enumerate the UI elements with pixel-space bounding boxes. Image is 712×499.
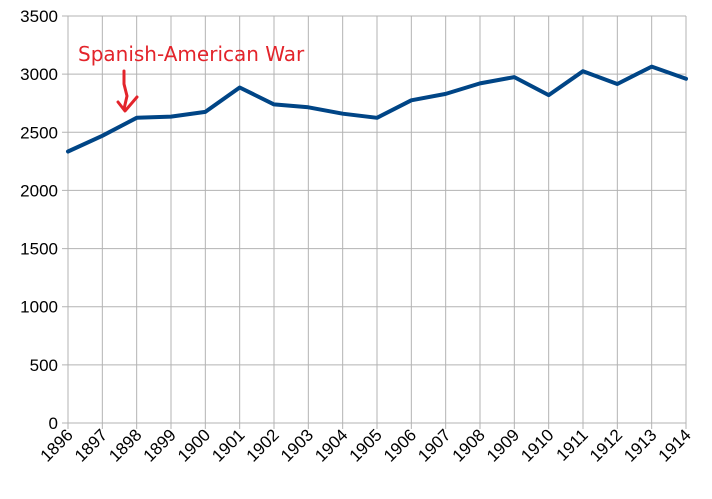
x-tick-label: 1908 bbox=[449, 425, 489, 465]
grid-lines bbox=[62, 15, 687, 429]
data-point bbox=[136, 117, 138, 119]
annotation: Spanish-American War bbox=[78, 42, 305, 113]
data-point bbox=[513, 76, 515, 78]
data-point bbox=[273, 103, 275, 105]
data-point bbox=[170, 116, 172, 118]
data-point bbox=[67, 150, 69, 152]
data-point bbox=[204, 111, 206, 113]
y-tick-label: 3500 bbox=[20, 7, 58, 26]
data-point bbox=[307, 106, 309, 108]
x-tick-label: 1900 bbox=[174, 425, 214, 465]
data-point bbox=[548, 94, 550, 96]
data-point bbox=[376, 117, 378, 119]
x-tick-labels: 1896189718981899190019011902190319041905… bbox=[37, 425, 695, 465]
axes bbox=[67, 16, 686, 424]
data-point bbox=[410, 99, 412, 101]
x-tick-label: 1898 bbox=[105, 425, 145, 465]
x-tick-label: 1901 bbox=[208, 425, 248, 465]
x-tick-label: 1905 bbox=[346, 425, 386, 465]
annotation-label: Spanish-American War bbox=[78, 42, 305, 66]
y-tick-labels: 0 500 1000 1500 2000 2500 3000 3500 bbox=[20, 7, 58, 433]
y-tick-label: 3000 bbox=[20, 65, 58, 84]
y-tick-label: 0 bbox=[49, 414, 58, 433]
annotation-arrow bbox=[116, 69, 139, 113]
y-tick-label: 1000 bbox=[20, 298, 58, 317]
y-tick-label: 500 bbox=[30, 356, 58, 375]
y-tick-label: 2500 bbox=[20, 123, 58, 142]
data-point bbox=[616, 83, 618, 85]
x-tick-label: 1912 bbox=[586, 425, 626, 465]
data-point bbox=[479, 82, 481, 84]
x-tick-label: 1903 bbox=[277, 425, 317, 465]
x-tick-label: 1902 bbox=[243, 425, 283, 465]
x-tick-label: 1911 bbox=[553, 425, 592, 464]
series bbox=[66, 64, 688, 154]
x-tick-label: 1906 bbox=[380, 425, 420, 465]
data-point bbox=[445, 93, 447, 95]
data-point bbox=[685, 78, 687, 80]
x-tick-label: 1899 bbox=[140, 425, 180, 465]
y-tick-label: 2000 bbox=[20, 181, 58, 200]
x-tick-label: 1909 bbox=[483, 425, 523, 465]
x-tick-label: 1914 bbox=[655, 425, 695, 465]
x-tick-label: 1910 bbox=[517, 425, 557, 465]
x-tick-label: 1907 bbox=[414, 425, 454, 465]
x-tick-label: 1913 bbox=[620, 425, 660, 465]
y-tick-label: 1500 bbox=[20, 240, 58, 259]
data-point bbox=[582, 70, 584, 72]
data-point bbox=[342, 113, 344, 115]
data-point bbox=[101, 135, 103, 137]
x-tick-label: 1897 bbox=[71, 425, 111, 465]
data-point bbox=[651, 66, 653, 68]
x-tick-label: 1896 bbox=[37, 425, 77, 465]
x-tick-label: 1904 bbox=[311, 425, 351, 465]
data-point bbox=[239, 87, 241, 89]
